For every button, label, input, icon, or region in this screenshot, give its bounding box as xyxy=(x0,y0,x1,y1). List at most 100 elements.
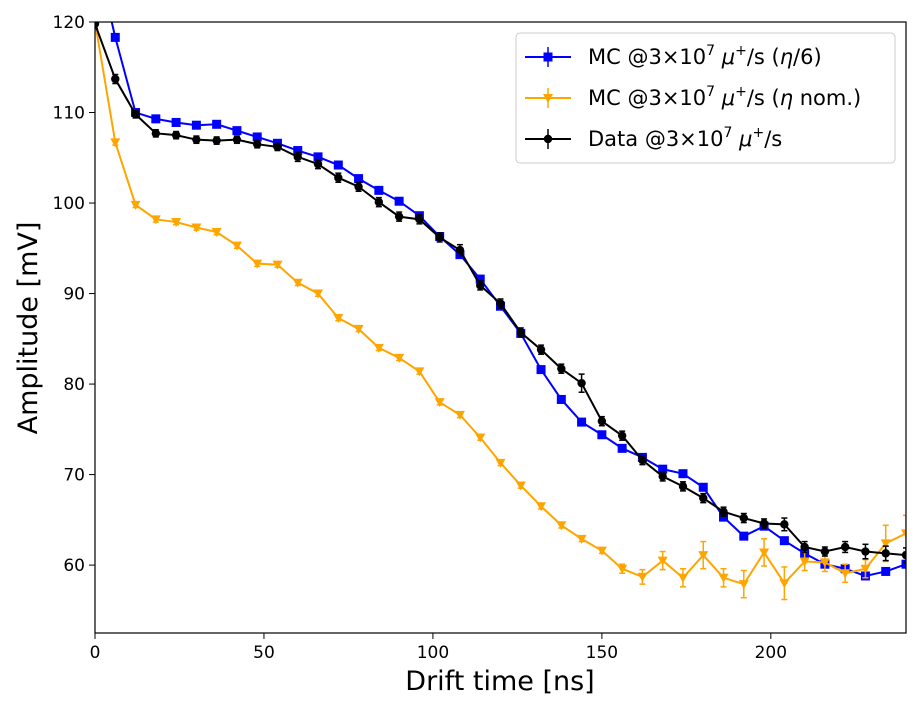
x-tick-label: 150 xyxy=(586,643,618,663)
legend-label-plus: + xyxy=(735,84,747,100)
y-tick-label: 70 xyxy=(63,466,85,486)
data-point xyxy=(576,534,587,544)
data-point xyxy=(313,159,323,169)
y-tick-label: 120 xyxy=(53,13,85,33)
data-point xyxy=(719,512,729,522)
data-point xyxy=(373,343,384,353)
data-point xyxy=(881,566,891,576)
data-point xyxy=(150,215,161,225)
data-point xyxy=(819,558,830,568)
data-point xyxy=(354,182,363,191)
data-point xyxy=(475,274,485,284)
data-point xyxy=(699,493,708,503)
data-point xyxy=(171,218,182,228)
data-point xyxy=(799,557,810,567)
legend-label: MC @3×107 μ+/s (η/6) xyxy=(588,43,822,69)
data-point xyxy=(901,550,906,560)
data-point xyxy=(151,129,161,138)
data-point xyxy=(476,281,485,290)
data-point xyxy=(698,551,709,561)
y-tick-label: 100 xyxy=(53,194,85,214)
legend-label-eta: η xyxy=(780,45,793,69)
data-point xyxy=(597,416,607,426)
legend-marker xyxy=(543,52,553,62)
data-point xyxy=(232,135,242,144)
data-point xyxy=(292,278,303,288)
data-point xyxy=(577,417,587,427)
data-point xyxy=(171,117,181,127)
data-point xyxy=(557,364,566,373)
data-point xyxy=(354,174,364,184)
data-point xyxy=(435,233,444,242)
data-point xyxy=(95,22,100,29)
legend-label-mu: μ xyxy=(715,45,735,69)
legend-box xyxy=(515,32,896,164)
data-point xyxy=(556,521,567,531)
x-tick-label: 100 xyxy=(417,643,449,663)
data-point xyxy=(677,573,688,583)
data-point xyxy=(536,502,547,512)
data-point xyxy=(617,564,628,574)
data-point xyxy=(394,196,404,206)
data-point xyxy=(678,469,688,479)
data-point xyxy=(374,185,384,195)
data-point xyxy=(231,241,242,251)
data-point xyxy=(415,215,424,224)
data-point xyxy=(253,140,262,149)
data-point xyxy=(211,228,222,238)
plot-frame xyxy=(94,21,907,634)
data-point xyxy=(130,200,141,210)
data-point xyxy=(678,482,688,491)
data-point xyxy=(434,398,445,408)
data-point xyxy=(719,507,728,516)
data-point xyxy=(739,513,748,523)
data-point xyxy=(273,142,282,152)
data-point xyxy=(171,130,181,140)
axes-layer: 0 50 100 150 200 60 70 80 90 100 110 120 xyxy=(53,13,788,663)
x-tick-label: 50 xyxy=(253,643,275,663)
series-2 xyxy=(95,22,906,564)
data-point xyxy=(779,579,790,589)
legend-label-suffix: /s ( xyxy=(747,45,780,69)
legend-label-suffix: /s xyxy=(764,127,782,151)
y-tick-label: 80 xyxy=(63,375,85,395)
data-point xyxy=(191,120,201,130)
data-point xyxy=(192,135,201,144)
legend-label-tail: /6) xyxy=(793,45,822,69)
data-point xyxy=(901,559,906,569)
data-point xyxy=(780,520,789,529)
data-point xyxy=(718,573,729,583)
data-point xyxy=(596,546,607,556)
data-point xyxy=(111,74,120,84)
data-point xyxy=(860,564,871,574)
legend-label-plus: + xyxy=(735,43,747,59)
x-axis-title: Drift time [ns] xyxy=(405,666,594,697)
data-point xyxy=(131,110,140,119)
legend-label-suffix: /s ( xyxy=(747,86,780,110)
data-point xyxy=(151,114,161,124)
legend-entry-0: MC @3×107 μ+/s (η/6) xyxy=(525,43,822,69)
data-point xyxy=(597,430,607,440)
data-point xyxy=(394,212,404,221)
x-tick-label: 200 xyxy=(755,643,787,663)
data-point xyxy=(658,472,667,481)
data-point xyxy=(495,458,506,468)
data-point xyxy=(353,324,364,334)
data-point xyxy=(333,313,344,323)
data-point xyxy=(232,126,242,136)
data-point xyxy=(556,394,566,404)
data-point xyxy=(333,160,343,170)
data-point xyxy=(272,260,283,270)
legend-label-prefix: Data @3×10 xyxy=(588,127,724,151)
legend-entry-2: Data @3×107 μ+/s xyxy=(525,125,782,151)
data-point xyxy=(212,136,221,145)
legend-label-prefix: MC @3×10 xyxy=(588,86,706,110)
legend-label-exponent: 7 xyxy=(706,84,715,100)
y-tick-label: 90 xyxy=(63,285,85,305)
y-tick-label: 60 xyxy=(63,556,85,576)
legend-label-prefix: MC @3×10 xyxy=(588,45,706,69)
data-point xyxy=(657,556,668,566)
data-point xyxy=(617,443,627,453)
data-point xyxy=(901,529,906,539)
